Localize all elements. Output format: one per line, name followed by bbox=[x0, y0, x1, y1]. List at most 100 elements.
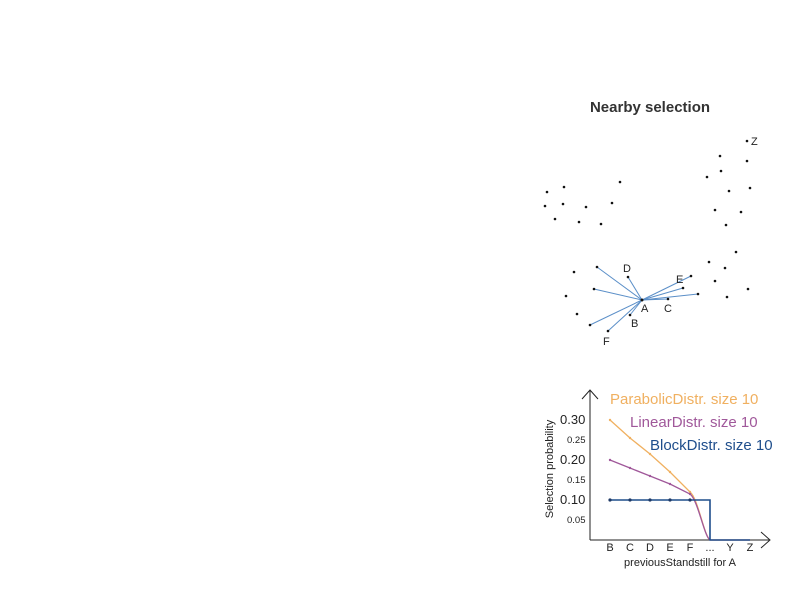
edge-a-d bbox=[627, 276, 643, 301]
point bbox=[618, 180, 622, 184]
data-point bbox=[688, 490, 692, 494]
edge-a-e2 bbox=[641, 287, 684, 301]
data-point bbox=[608, 498, 612, 502]
label-e: E bbox=[676, 274, 683, 286]
point bbox=[745, 139, 749, 143]
label-a: A bbox=[641, 303, 649, 315]
point bbox=[628, 313, 632, 317]
label-b: B bbox=[631, 318, 638, 330]
y-tick-0-25: 0.25 bbox=[567, 435, 586, 446]
point bbox=[713, 279, 717, 283]
label-f: F bbox=[603, 336, 610, 348]
point bbox=[666, 297, 670, 301]
series-lineardistr bbox=[608, 458, 750, 541]
point bbox=[689, 274, 693, 278]
point bbox=[577, 220, 581, 224]
edge-a-p4 bbox=[589, 299, 643, 326]
edge-a-e bbox=[641, 275, 692, 301]
x-axis-arrow bbox=[760, 531, 771, 549]
point bbox=[575, 312, 579, 316]
point bbox=[748, 186, 752, 190]
x-tick-b: B bbox=[606, 542, 613, 554]
edge-a-c bbox=[641, 298, 669, 301]
point bbox=[626, 275, 630, 279]
point bbox=[713, 208, 717, 212]
data-point bbox=[668, 470, 672, 474]
x-tick-c: C bbox=[626, 542, 634, 554]
data-point bbox=[648, 452, 652, 456]
point bbox=[562, 185, 566, 189]
point bbox=[727, 189, 731, 193]
point bbox=[572, 270, 576, 274]
nearby-edges bbox=[589, 266, 699, 332]
legend-linear: LinearDistr. size 10 bbox=[630, 414, 758, 431]
x-axis-label: previousStandstill for A bbox=[624, 557, 737, 569]
point bbox=[725, 295, 729, 299]
point bbox=[739, 210, 743, 214]
y-tick-0-30: 0.30 bbox=[560, 412, 585, 427]
x-tick-labels: B C D E F ... Y Z bbox=[606, 542, 753, 554]
y-tick-0-15: 0.15 bbox=[567, 475, 586, 486]
point bbox=[553, 217, 557, 221]
y-axis-arrow bbox=[581, 389, 599, 400]
label-d: D bbox=[623, 263, 631, 275]
point bbox=[705, 175, 709, 179]
x-tick-y: Y bbox=[726, 542, 734, 554]
series-blockdistr bbox=[608, 498, 750, 541]
data-point bbox=[608, 458, 612, 462]
edge-a-f bbox=[607, 299, 643, 332]
diagram-title: Nearby selection bbox=[589, 99, 711, 116]
y-axis-label: Selection probability bbox=[544, 419, 556, 518]
point bbox=[545, 190, 549, 194]
edge-a-p2 bbox=[593, 288, 643, 301]
data-point bbox=[628, 498, 632, 502]
point bbox=[599, 222, 603, 226]
label-z: Z bbox=[751, 136, 758, 148]
x-tick-f: F bbox=[687, 542, 694, 554]
point bbox=[723, 266, 727, 270]
label-c: C bbox=[664, 303, 672, 315]
series-layer bbox=[608, 418, 750, 541]
data-point bbox=[648, 474, 652, 478]
point bbox=[707, 260, 711, 264]
x-tick-d: D bbox=[646, 542, 654, 554]
point bbox=[734, 250, 738, 254]
data-point bbox=[628, 436, 632, 440]
data-point bbox=[628, 466, 632, 470]
point bbox=[745, 159, 749, 163]
legend-parabolic: ParabolicDistr. size 10 bbox=[610, 391, 758, 408]
series-line bbox=[609, 459, 750, 541]
point bbox=[561, 202, 565, 206]
probability-chart: 0.30 0.25 0.20 0.15 0.10 0.05 Selection … bbox=[544, 389, 773, 569]
series-line bbox=[610, 499, 750, 541]
x-tick-e: E bbox=[666, 542, 673, 554]
x-tick-ellipsis: ... bbox=[705, 542, 714, 554]
point bbox=[681, 286, 685, 290]
x-tick-z: Z bbox=[747, 542, 754, 554]
edge-a-p1 bbox=[596, 266, 643, 301]
point bbox=[696, 292, 700, 296]
data-point bbox=[648, 498, 652, 502]
point bbox=[595, 265, 599, 269]
y-tick-0-20: 0.20 bbox=[560, 452, 585, 467]
point bbox=[724, 223, 728, 227]
point-a bbox=[640, 298, 644, 302]
y-tick-0-10: 0.10 bbox=[560, 492, 585, 507]
point bbox=[746, 287, 750, 291]
point-labels: Z D E A C B F bbox=[603, 136, 758, 348]
edge-a-p3 bbox=[641, 293, 699, 301]
legend-block: BlockDistr. size 10 bbox=[650, 437, 773, 454]
data-point bbox=[668, 498, 672, 502]
data-point bbox=[688, 498, 692, 502]
data-point bbox=[688, 492, 692, 496]
nearby-points bbox=[543, 139, 752, 333]
data-point bbox=[608, 418, 612, 422]
y-tick-0-05: 0.05 bbox=[567, 515, 586, 526]
point bbox=[588, 323, 592, 327]
point bbox=[564, 294, 568, 298]
point bbox=[610, 201, 614, 205]
point bbox=[719, 169, 723, 173]
point bbox=[592, 287, 596, 291]
point bbox=[584, 205, 588, 209]
